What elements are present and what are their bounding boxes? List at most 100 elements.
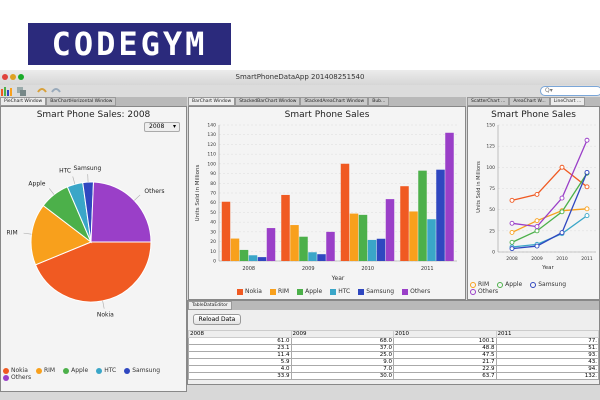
pie-leader-line [72,176,76,185]
y-axis-title: Units Sold in Millions [476,161,482,213]
legend-label: HTC [104,367,117,374]
table-cell[interactable]: 132. [495,372,599,380]
legend-item: Apple [497,281,522,288]
data-point [509,197,515,203]
bar [266,228,276,261]
data-table: 2008 2009 2010 2011 61.0 68.0 100.1 77. 23.1 37.… [188,330,599,380]
table-cell[interactable]: 5.9 [188,358,292,366]
table-cell[interactable]: 7.0 [290,365,394,373]
tab-piechart[interactable]: PieChart Window [0,97,47,106]
bar [221,201,231,261]
tab-stacked-areachart[interactable]: StackedAreaChart Window [300,97,369,106]
table-cell[interactable]: 47.5 [393,351,497,359]
table-cell[interactable]: 22.9 [393,365,497,373]
table-cell[interactable]: 4.0 [188,365,292,373]
table-cell[interactable]: 21.7 [393,358,497,366]
reload-data-button[interactable]: Reload Data [193,314,241,325]
table-cell[interactable]: 94. [495,365,599,373]
y-tick-label: 130 [207,132,216,138]
tab-table-data-editor[interactable]: TableDataEditor [188,301,232,310]
table-cell[interactable]: 68.0 [290,337,394,345]
line-chart-title: Smart Phone Sales [491,110,576,120]
data-point [534,228,540,234]
bar [358,214,368,261]
pie-label: Others [144,188,164,195]
column-header[interactable]: 2011 [495,330,599,338]
table-cell[interactable]: 23.1 [188,344,292,352]
table-row: 5.9 9.0 21.7 43. [188,358,599,366]
table-cell[interactable]: 61.0 [188,337,292,345]
table-cell[interactable]: 25.0 [290,351,394,359]
y-tick-label: 100 [486,165,495,171]
minimize-window-button[interactable] [10,74,16,80]
legend-label: Samsung [132,367,161,374]
table-cell[interactable]: 43. [495,358,599,366]
bar [409,211,418,261]
column-header[interactable]: 2010 [393,330,497,338]
tab-barchart[interactable]: BarChart Window [188,97,236,106]
legend-item: RIM [35,367,56,374]
table-cell[interactable]: 51. [495,344,599,352]
table-cell[interactable]: 93. [495,351,599,359]
legend-item: Samsung [358,288,394,295]
y-tick-label: 100 [207,161,216,167]
bar [230,238,240,261]
table-cell[interactable]: 37.0 [290,344,394,352]
year-select-value: 2008 [149,123,165,130]
table-cell[interactable]: 63.7 [393,372,497,380]
y-tick-label: 25 [489,228,495,234]
bar [376,238,386,261]
bar [445,132,454,261]
codegym-logo: CODEGYM [28,23,231,65]
series-line [511,208,588,234]
chart-icon[interactable] [1,87,12,96]
tab-bubble[interactable]: Bub... [368,97,390,106]
table-cell[interactable]: 30.0 [290,372,394,380]
legend-label: Nokia [11,367,28,374]
y-tick-label: 80 [210,181,216,187]
line-legend: RIM Apple Samsung Others [470,281,600,295]
table-cell[interactable]: 33.9 [188,372,292,380]
y-tick-label: 50 [210,210,216,216]
legend-swatch [96,367,103,374]
redo-icon[interactable] [51,88,61,93]
legend-swatch [63,367,70,374]
column-header[interactable]: 2008 [188,330,292,338]
tab-areachart[interactable]: AreaChart W... [509,97,550,106]
bar [299,236,308,261]
bar [239,249,249,261]
table-cell[interactable]: 9.0 [290,358,394,366]
y-tick-label: 75 [489,186,495,192]
search-input[interactable]: Q▾ [540,86,600,96]
column-header[interactable]: 2009 [290,330,394,338]
data-point [534,243,540,249]
bar [400,186,409,261]
close-window-button[interactable] [2,74,8,80]
zoom-window-button[interactable] [18,74,24,80]
bar [367,239,377,261]
x-tick-label: 2010 [361,266,374,272]
pie-slice [34,241,152,303]
legend-label: RIM [43,367,56,374]
tab-scatterchart[interactable]: ScatterChart ... [467,97,510,106]
undo-icon[interactable] [37,88,47,93]
data-point [509,220,515,226]
bar-chart: 0 10 20 30 40 50 60 70 80 90 100 110 120 130 140 2008 20… [195,123,457,282]
table-cell[interactable]: 48.8 [393,344,497,352]
series-line [511,215,588,248]
series-line [511,139,588,228]
legend-label: HTC [338,288,351,295]
table-cell[interactable]: 100.1 [393,337,497,345]
x-tick-label: 2010 [556,256,568,262]
copy-icon[interactable] [17,87,26,96]
year-select[interactable]: 2008 ▾ [144,122,180,132]
pie-label: RIM [7,229,18,236]
table-cell[interactable]: 11.4 [188,351,292,359]
window-title: SmartPhoneDataApp 201408251540 [235,73,365,81]
y-tick-label: 90 [210,171,216,177]
table-cell[interactable]: 77. [495,337,599,345]
y-tick-label: 125 [486,144,495,150]
tab-stacked-barchart[interactable]: StackedBarChart Window [235,97,301,106]
tab-linechart[interactable]: LineChart ... [549,97,586,106]
tab-barchart-horizontal[interactable]: BarChartHorizontal Window [46,97,117,106]
